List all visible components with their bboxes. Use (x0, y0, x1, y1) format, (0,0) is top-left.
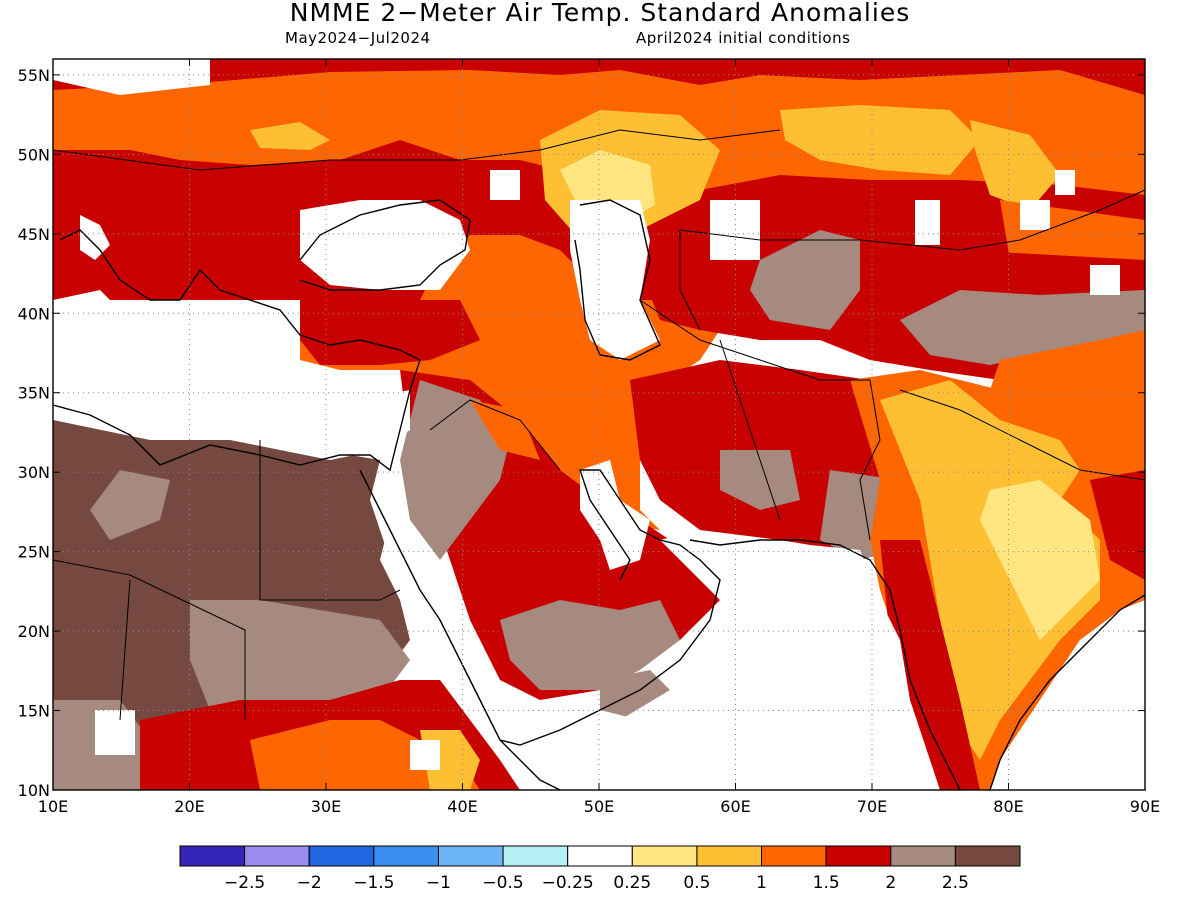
y-tick-label: 25N (18, 543, 50, 562)
colorbar-swatch (696, 845, 763, 867)
y-tick-label: 45N (18, 225, 50, 244)
colorbar-swatch (244, 845, 310, 867)
colorbar-swatch (567, 845, 633, 867)
x-tick-label: 80E (993, 797, 1023, 816)
colorbar-swatch (954, 845, 1021, 867)
forecast-period: May2024−Jul2024 (285, 29, 431, 47)
y-tick-label: 20N (18, 622, 50, 641)
x-tick-label: 40E (447, 797, 477, 816)
colorbar-label: −0.25 (542, 873, 594, 893)
map-title: NMME 2−Meter Air Temp. Standard Anomalie… (289, 0, 911, 27)
y-tick-label: 50N (18, 145, 50, 164)
x-tick-label: 60E (720, 797, 750, 816)
colorbar-swatch (761, 845, 827, 867)
graticule (53, 59, 1145, 790)
y-tick-label: 15N (18, 702, 50, 721)
x-tick-label: 70E (857, 797, 887, 816)
colorbar-label: −2 (297, 873, 322, 893)
colorbar-label: −1.5 (353, 873, 394, 893)
colorbar-label: 1.5 (813, 873, 840, 893)
colorbar-label: −0.5 (482, 873, 523, 893)
x-tick-label: 50E (584, 797, 614, 816)
colorbar-swatch (825, 845, 892, 867)
y-tick-label: 35N (18, 384, 50, 403)
colorbar-label: 0.5 (683, 873, 710, 893)
y-tick-label: 10N (18, 781, 50, 800)
colorbar-label: 1 (756, 873, 767, 893)
colorbar-swatch (179, 845, 246, 867)
y-tick-label: 55N (18, 66, 50, 85)
y-tick-label: 30N (18, 463, 50, 482)
coastlines (53, 199, 1145, 790)
colorbar-label: −2.5 (224, 873, 265, 893)
x-tick-label: 20E (174, 797, 204, 816)
colorbar-label: 0.25 (613, 873, 651, 893)
colorbar-swatch (373, 845, 439, 867)
x-tick-label: 90E (1130, 797, 1160, 816)
colorbar-label: −1 (426, 873, 451, 893)
map-axes: 10E 20E 30E 40E 50E 60E 70E 80E 90E 10N 15N 20N 25N 3… (18, 59, 1160, 816)
initial-conditions: April2024 initial conditions (636, 29, 851, 47)
colorbar-label: 2 (885, 873, 896, 893)
colorbar-swatch (631, 845, 698, 867)
colorbar-swatch (308, 845, 375, 867)
y-tick-label: 40N (18, 304, 50, 323)
colorbar-swatch (437, 845, 504, 867)
colorbar-label: 2.5 (942, 873, 969, 893)
colorbar: −2.5 −2 −1.5 −1 −0.5 −0.25 0.25 0.5 1 1.5 2 2.5 (179, 845, 1021, 893)
x-tick-label: 30E (311, 797, 341, 816)
colorbar-swatch (502, 845, 569, 867)
colorbar-swatch (890, 845, 956, 867)
country-borders (53, 129, 1145, 721)
x-tick-label: 10E (38, 797, 68, 816)
